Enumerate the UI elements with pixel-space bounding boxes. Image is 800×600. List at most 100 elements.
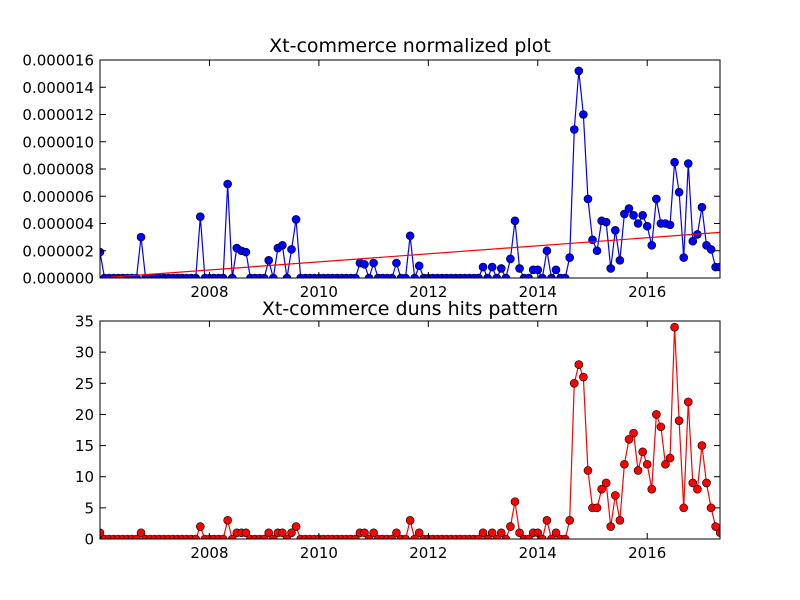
duns-hits-data-point <box>291 522 301 531</box>
normalized-plot-data-point <box>405 231 415 241</box>
normalized-plot-data-point <box>515 264 524 273</box>
normalized-plot-data-point <box>401 273 410 278</box>
duns-hits-data-point <box>392 528 401 538</box>
normalized-plot-data-point <box>410 273 419 278</box>
duns-hits-axes: Xt-commerce duns hits pattern 2008 2010 20… <box>75 298 721 562</box>
normalized-plot-data-point <box>592 246 602 256</box>
normalized-plot-data-point <box>706 245 716 254</box>
duns-hits-data-point <box>615 516 625 525</box>
normalized-plot-title: Xt-commerce normalized plot <box>269 35 551 57</box>
duns-hits-ytick-label: 5 <box>84 499 94 517</box>
duns-hits-data-point <box>218 534 228 539</box>
normalized-plot-data-point <box>483 273 492 278</box>
normalized-plot-xtick-label: 2014 <box>519 283 557 301</box>
duns-hits-marks <box>100 322 720 539</box>
normalized-plot-data-point <box>414 261 424 271</box>
duns-hits-data-point <box>679 503 689 513</box>
normalized-plot-data-point <box>492 273 502 278</box>
duns-hits-title: Xt-commerce duns hits pattern <box>262 298 558 320</box>
normalized-plot-ytick-label: 0.000012 <box>22 106 94 124</box>
normalized-plot-data-point <box>351 273 360 278</box>
normalized-plot-data-point <box>269 273 278 278</box>
normalized-plot-data-point <box>506 254 515 264</box>
duns-hits-data-point <box>697 441 707 450</box>
duns-hits-data-point <box>638 447 647 457</box>
duns-hits-data-point <box>496 528 506 538</box>
normalized-plot-data-point <box>560 273 570 278</box>
duns-hits-data-point <box>661 459 670 469</box>
duns-hits-data-point <box>656 422 666 432</box>
normalized-plot-data-point <box>688 236 698 246</box>
normalized-plot-data-point <box>683 159 693 168</box>
duns-hits-data-point <box>592 503 602 513</box>
normalized-plot-data-point <box>674 187 684 197</box>
normalized-plot-data-point <box>565 253 574 262</box>
normalized-plot-data-point <box>642 221 652 231</box>
duns-hits-data-point <box>478 528 488 538</box>
normalized-plot-data-point <box>136 232 146 242</box>
duns-hits-data-point <box>693 484 702 494</box>
normalized-plot-data-point <box>478 262 488 272</box>
duns-hits-data-point <box>287 528 296 538</box>
normalized-plot-data-point <box>387 273 397 278</box>
duns-hits-data-point <box>579 372 588 382</box>
duns-hits-data-point <box>191 534 201 539</box>
duns-hits-data-point <box>551 528 561 538</box>
normalized-plot-data-point <box>278 241 287 250</box>
normalized-plot-data-point <box>191 273 201 278</box>
duns-hits-data-point <box>683 397 693 407</box>
duns-hits-data-point <box>583 466 593 475</box>
normalized-plot-ytick-label: 0.000014 <box>22 79 94 97</box>
duns-hits-data-point <box>405 516 415 525</box>
duns-hits-data-point <box>401 534 410 539</box>
normalized-plot-data-point <box>264 255 274 265</box>
duns-hits-data-point <box>414 528 424 538</box>
normalized-plot-data-point <box>611 226 620 235</box>
normalized-plot-data-point <box>282 273 292 278</box>
normalized-plot-ytick-label: 0.000000 <box>22 270 94 288</box>
duns-hits-xtick-label: 2012 <box>409 544 447 562</box>
normalized-plot-data-point <box>638 211 647 220</box>
duns-hits-frame <box>99 320 721 540</box>
normalized-plot-data-point <box>501 273 511 278</box>
duns-hits-data-point <box>601 478 611 488</box>
duns-hits-ytick-label: 30 <box>75 344 94 362</box>
duns-hits-data-point <box>136 528 146 538</box>
duns-hits-data-point <box>264 528 274 538</box>
normalized-plot-data-point <box>496 264 506 273</box>
duns-hits-ytick-label: 20 <box>75 406 94 424</box>
normalized-plot-axes: Xt-commerce normalized plot 2008 2010 2012… <box>22 35 721 301</box>
normalized-plot-data-point <box>665 220 675 230</box>
duns-hits-xtick-label: 2010 <box>300 544 338 562</box>
normalized-plot-ytick-label: 0.000006 <box>22 188 94 206</box>
normalized-plot-xtick-label: 2012 <box>409 283 447 301</box>
normalized-plot-data-point <box>697 202 707 212</box>
duns-hits-data-point <box>565 516 574 525</box>
normalized-plot-ytick-label: 0.000016 <box>22 52 94 70</box>
duns-hits-data-point <box>620 459 629 469</box>
normalized-plot-data-point <box>715 262 720 272</box>
normalized-plot-data-point <box>291 215 301 224</box>
duns-hits-ticks: 2008 2010 2012 2014 2016 0 5 10 15 20 25 30 35 <box>75 313 720 562</box>
normalized-plot-data-point <box>569 125 579 134</box>
duns-hits-data-point <box>574 360 584 369</box>
normalized-plot-ytick-label: 0.000004 <box>22 215 94 233</box>
duns-hits-data-point <box>642 459 652 469</box>
normalized-plot-xtick-label: 2008 <box>190 283 228 301</box>
duns-hits-data-point <box>715 528 720 538</box>
normalized-plot-data-point <box>583 194 593 204</box>
normalized-plot-data-point <box>510 216 520 226</box>
duns-hits-ytick-label: 25 <box>75 375 94 393</box>
duns-hits-ytick-label: 10 <box>75 468 94 486</box>
duns-hits-xtick-label: 2016 <box>628 544 666 562</box>
duns-hits-data-point <box>506 522 515 531</box>
duns-hits-data-point <box>538 534 547 539</box>
normalized-plot-data-point <box>629 211 638 220</box>
normalized-plot-data-point <box>542 246 552 256</box>
duns-hits-ytick-label: 35 <box>75 313 94 331</box>
duns-hits-xtick-label: 2014 <box>519 544 557 562</box>
duns-hits-data-point <box>515 528 524 538</box>
normalized-plot-data-point <box>679 253 689 262</box>
